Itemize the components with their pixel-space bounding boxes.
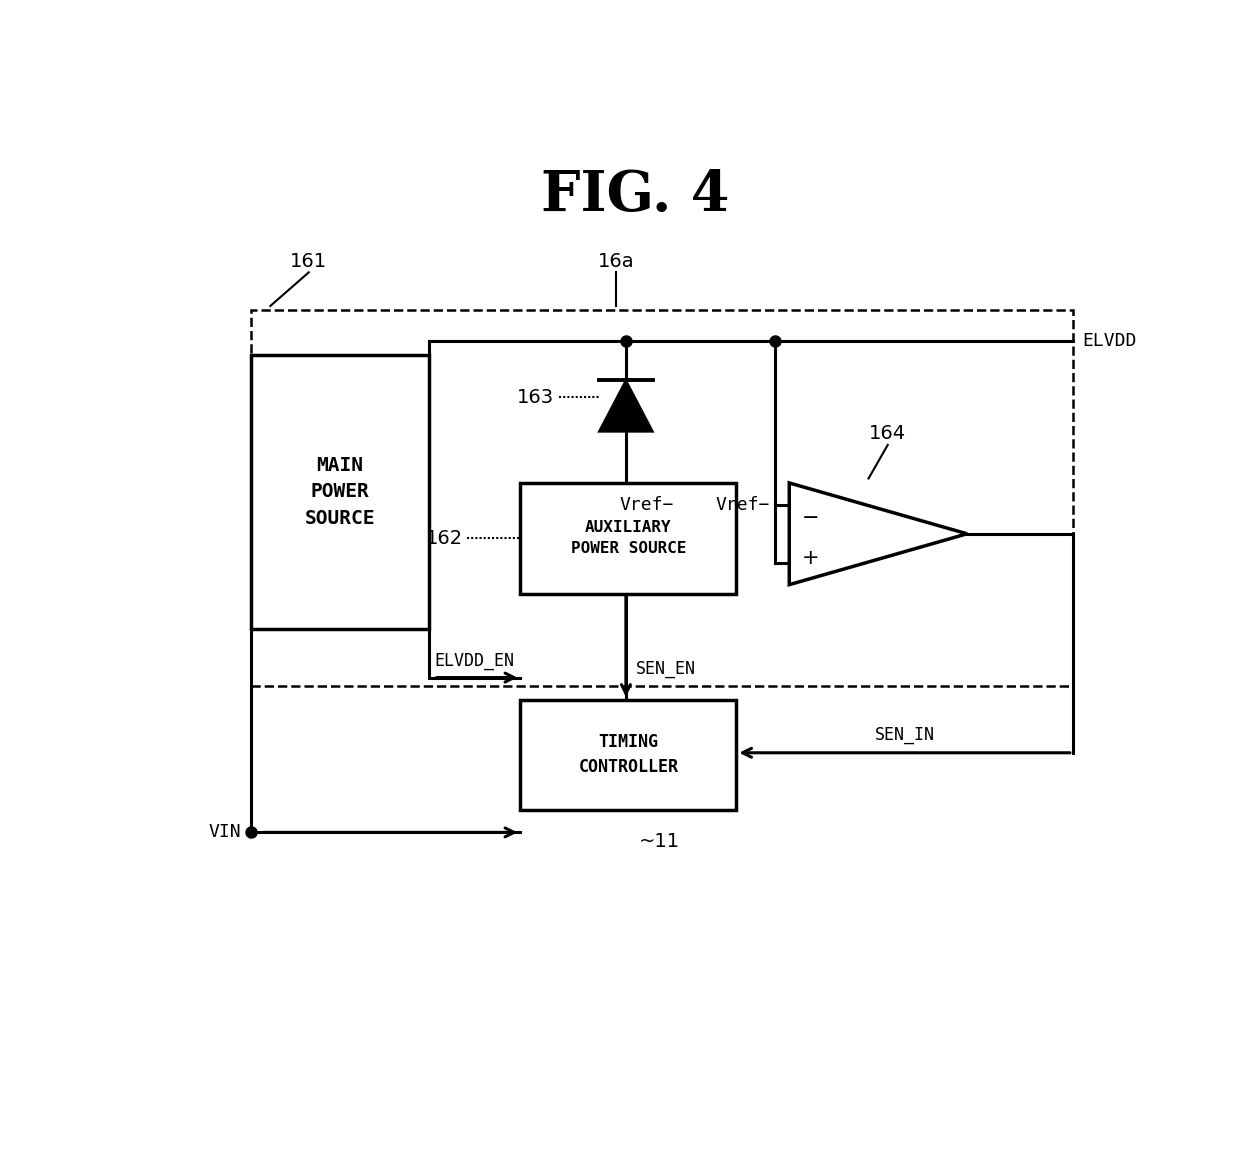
Text: +: + (801, 548, 820, 568)
Text: ELVDD: ELVDD (1083, 332, 1137, 350)
Text: ELVDD_EN: ELVDD_EN (434, 653, 515, 671)
Text: Vref−: Vref− (715, 496, 770, 514)
Text: −: − (801, 508, 820, 529)
Text: 163: 163 (517, 387, 554, 407)
Bar (521, 483, 737, 594)
Text: 162: 162 (425, 529, 463, 548)
Bar (250, 355, 429, 629)
Text: AUXILIARY
POWER SOURCE: AUXILIARY POWER SOURCE (570, 520, 686, 556)
Text: TIMING
CONTROLLER: TIMING CONTROLLER (578, 733, 678, 777)
Polygon shape (789, 483, 967, 585)
Text: 161: 161 (290, 252, 327, 271)
Text: FIG. 4: FIG. 4 (542, 168, 729, 223)
Text: Vref−: Vref− (620, 496, 675, 514)
Text: 16a: 16a (598, 252, 635, 271)
Polygon shape (599, 380, 652, 432)
Text: 164: 164 (869, 424, 906, 444)
Text: VIN: VIN (208, 824, 242, 841)
Bar (521, 700, 737, 810)
Bar (250, 310, 1073, 686)
Text: SEN_EN: SEN_EN (635, 660, 696, 678)
Text: ~11: ~11 (639, 832, 681, 851)
Text: SEN_IN: SEN_IN (874, 726, 935, 743)
Text: MAIN
POWER
SOURCE: MAIN POWER SOURCE (305, 456, 376, 527)
